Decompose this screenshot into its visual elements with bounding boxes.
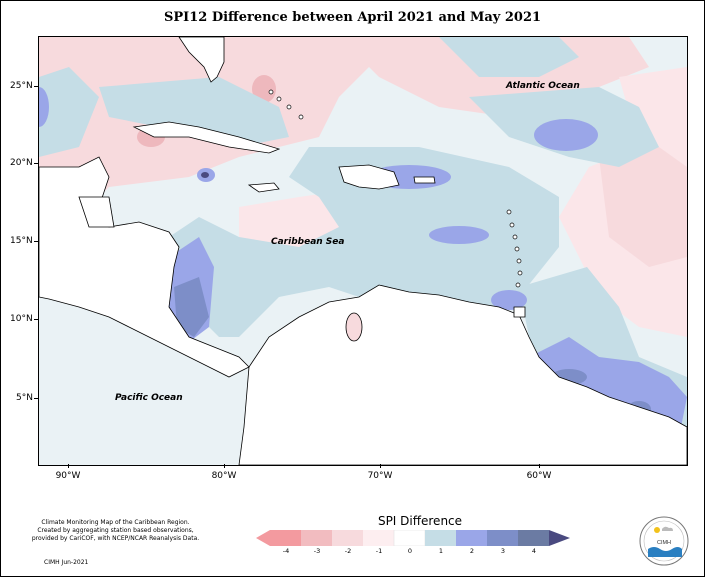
lon-label-80: 80°W [211, 471, 237, 481]
lat-label-10: 10°N [10, 314, 33, 324]
credit-text: Climate Monitoring Map of the Caribbean … [18, 519, 213, 543]
legend-swatch [487, 530, 518, 546]
legend-tick: 3 [500, 547, 506, 555]
legend-swatch [518, 530, 549, 546]
atlantic-ocean-label: Atlantic Ocean [506, 81, 580, 91]
lon-tick [539, 464, 540, 468]
legend-swatch [425, 530, 456, 546]
lat-tick [34, 398, 39, 399]
legend-arrow-high [549, 530, 570, 546]
lon-tick [68, 464, 69, 468]
legend-tick: -2 [344, 547, 352, 555]
credit-line: provided by CariCOF, with NCEP/NCAR Rean… [31, 535, 200, 542]
lat-label-5: 5°N [16, 393, 33, 403]
legend-tick: 1 [438, 547, 444, 555]
legend-colorbar [256, 530, 570, 546]
lat-tick [34, 319, 39, 320]
legend-tick: 0 [407, 547, 413, 555]
legend-tick: -3 [313, 547, 321, 555]
lon-tick [224, 464, 225, 468]
lon-tick [380, 464, 381, 468]
lat-label-20: 20°N [10, 158, 33, 168]
pacific-ocean-label: Pacific Ocean [115, 393, 183, 403]
lat-tick [34, 86, 39, 87]
legend-swatch [270, 530, 301, 546]
legend-tick: -1 [375, 547, 383, 555]
legend-swatch [332, 530, 363, 546]
credit-date: CIMH Jun-2021 [44, 559, 89, 566]
map-title: SPI12 Difference between April 2021 and … [163, 10, 542, 25]
cimh-logo-icon: CIMH [639, 516, 689, 566]
legend-swatch [393, 530, 426, 546]
land-layer [39, 37, 687, 465]
lat-label-25: 25°N [10, 81, 33, 91]
lat-tick [34, 163, 39, 164]
lat-label-15: 15°N [10, 236, 33, 246]
legend-tick: 2 [469, 547, 475, 555]
map-panel[interactable] [38, 36, 688, 466]
map-canvas [39, 37, 687, 465]
lon-label-70: 70°W [367, 471, 393, 481]
credit-line: Climate Monitoring Map of the Caribbean … [41, 519, 190, 526]
caribbean-sea-label: Caribbean Sea [271, 237, 345, 247]
legend-arrow-low [256, 530, 270, 546]
legend-swatch [301, 530, 332, 546]
legend-swatch [456, 530, 487, 546]
lon-label-90: 90°W [55, 471, 81, 481]
credit-line: Created by aggregating station based obs… [37, 527, 194, 534]
lon-label-60: 60°W [526, 471, 552, 481]
lat-tick [34, 241, 39, 242]
legend-title: SPI Difference [377, 514, 463, 528]
lesser-antilles [268, 89, 523, 288]
legend-tick: -4 [282, 547, 290, 555]
logo-text: CIMH [657, 540, 671, 546]
legend-tick: 4 [531, 547, 537, 555]
legend-swatch [363, 530, 394, 546]
extreme-positive-layer [174, 172, 651, 417]
